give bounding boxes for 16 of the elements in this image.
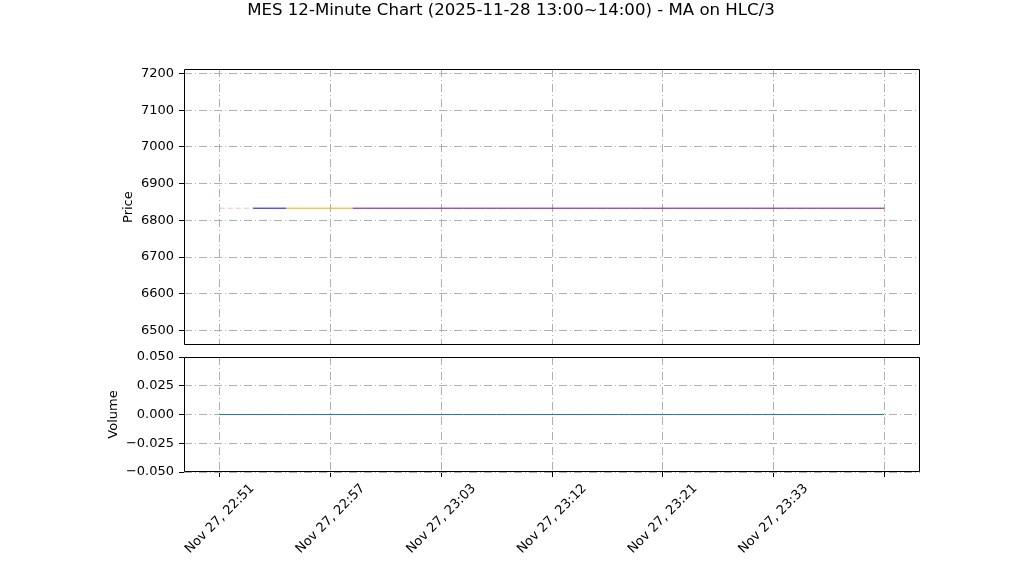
y-tick-label: 7200 [140,64,174,80]
y-axis-title: Price [119,191,135,223]
y-tick-label: −0.025 [125,434,174,450]
chart-title: MES 12-Minute Chart (2025-11-28 13:00~14:00) - MA on HLC/3 [246,0,776,20]
y-tick-label: 7000 [140,138,174,154]
y-tick-label: 6600 [140,285,174,301]
y-tick-label: −0.050 [125,463,174,479]
y-tick-label: 0.000 [136,405,174,421]
y-axis-title: Volume [104,390,120,439]
y-tick-label: 6900 [140,174,174,190]
y-tick-label: 6700 [140,248,174,264]
y-tick-label: 6800 [140,211,174,227]
y-tick-label: 0.050 [136,348,174,364]
y-tick-label: 6500 [140,321,174,337]
y-tick-label: 0.025 [136,377,174,393]
y-tick-label: 7100 [140,101,174,117]
